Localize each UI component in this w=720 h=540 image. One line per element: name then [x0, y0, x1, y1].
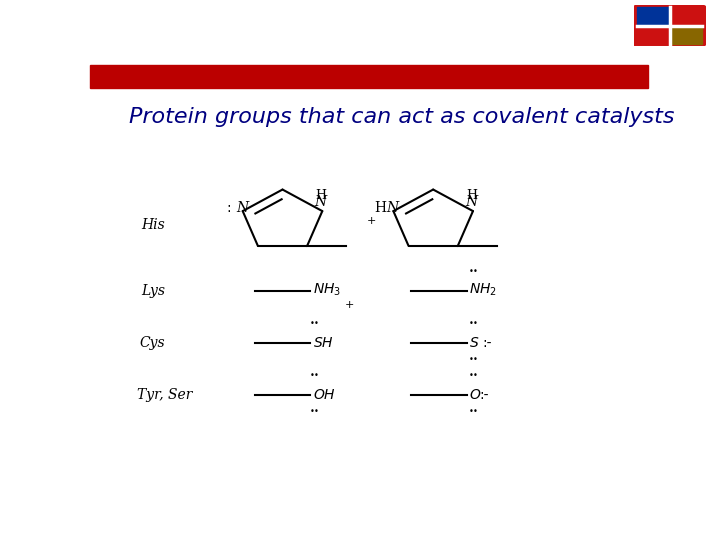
Text: ••: ••	[310, 407, 320, 416]
Text: $\mathit{O}$: $\mathit{O}$	[469, 388, 482, 402]
Text: H: H	[467, 189, 477, 202]
Text: +: +	[345, 300, 354, 310]
Text: ••: ••	[468, 407, 478, 416]
Text: $\mathit{SH}$: $\mathit{SH}$	[313, 336, 334, 350]
Bar	[670, 8, 702, 25]
Bar	[637, 8, 669, 25]
Text: THE UNIVERSITY OF: THE UNIVERSITY OF	[477, 71, 562, 79]
Text: $\mathit{NH}_2$: $\mathit{NH}_2$	[469, 281, 498, 298]
Text: H: H	[315, 189, 327, 202]
Text: H: H	[374, 201, 386, 215]
Bar	[90, 65, 648, 87]
Text: ••: ••	[468, 319, 478, 328]
Text: ••: ••	[310, 370, 320, 380]
Bar	[637, 26, 669, 44]
Text: Protein groups that can act as covalent catalysts: Protein groups that can act as covalent …	[129, 107, 675, 127]
Text: His: His	[142, 218, 166, 232]
Text: :-: :-	[482, 336, 492, 350]
Text: :-: :-	[479, 388, 488, 402]
Text: WINNIPEG: WINNIPEG	[480, 76, 559, 89]
Text: Tyr, Ser: Tyr, Ser	[138, 388, 193, 402]
Text: :: :	[226, 201, 230, 215]
Bar	[670, 26, 702, 44]
Text: N: N	[236, 201, 248, 215]
Text: ••: ••	[468, 370, 478, 380]
Text: N: N	[315, 195, 327, 209]
Text: N: N	[465, 195, 477, 209]
Text: ••: ••	[468, 267, 478, 275]
Text: N: N	[387, 201, 399, 215]
Text: $\mathit{NH}_3$: $\mathit{NH}_3$	[313, 281, 341, 298]
Text: Lys: Lys	[141, 285, 166, 299]
Text: +: +	[366, 216, 376, 226]
Text: Cys: Cys	[140, 336, 166, 350]
Text: ••: ••	[310, 319, 320, 328]
Text: $\mathit{S}$: $\mathit{S}$	[469, 336, 480, 350]
Text: $\mathit{OH}$: $\mathit{OH}$	[313, 388, 336, 402]
Text: ••: ••	[468, 355, 478, 364]
FancyBboxPatch shape	[634, 5, 706, 46]
